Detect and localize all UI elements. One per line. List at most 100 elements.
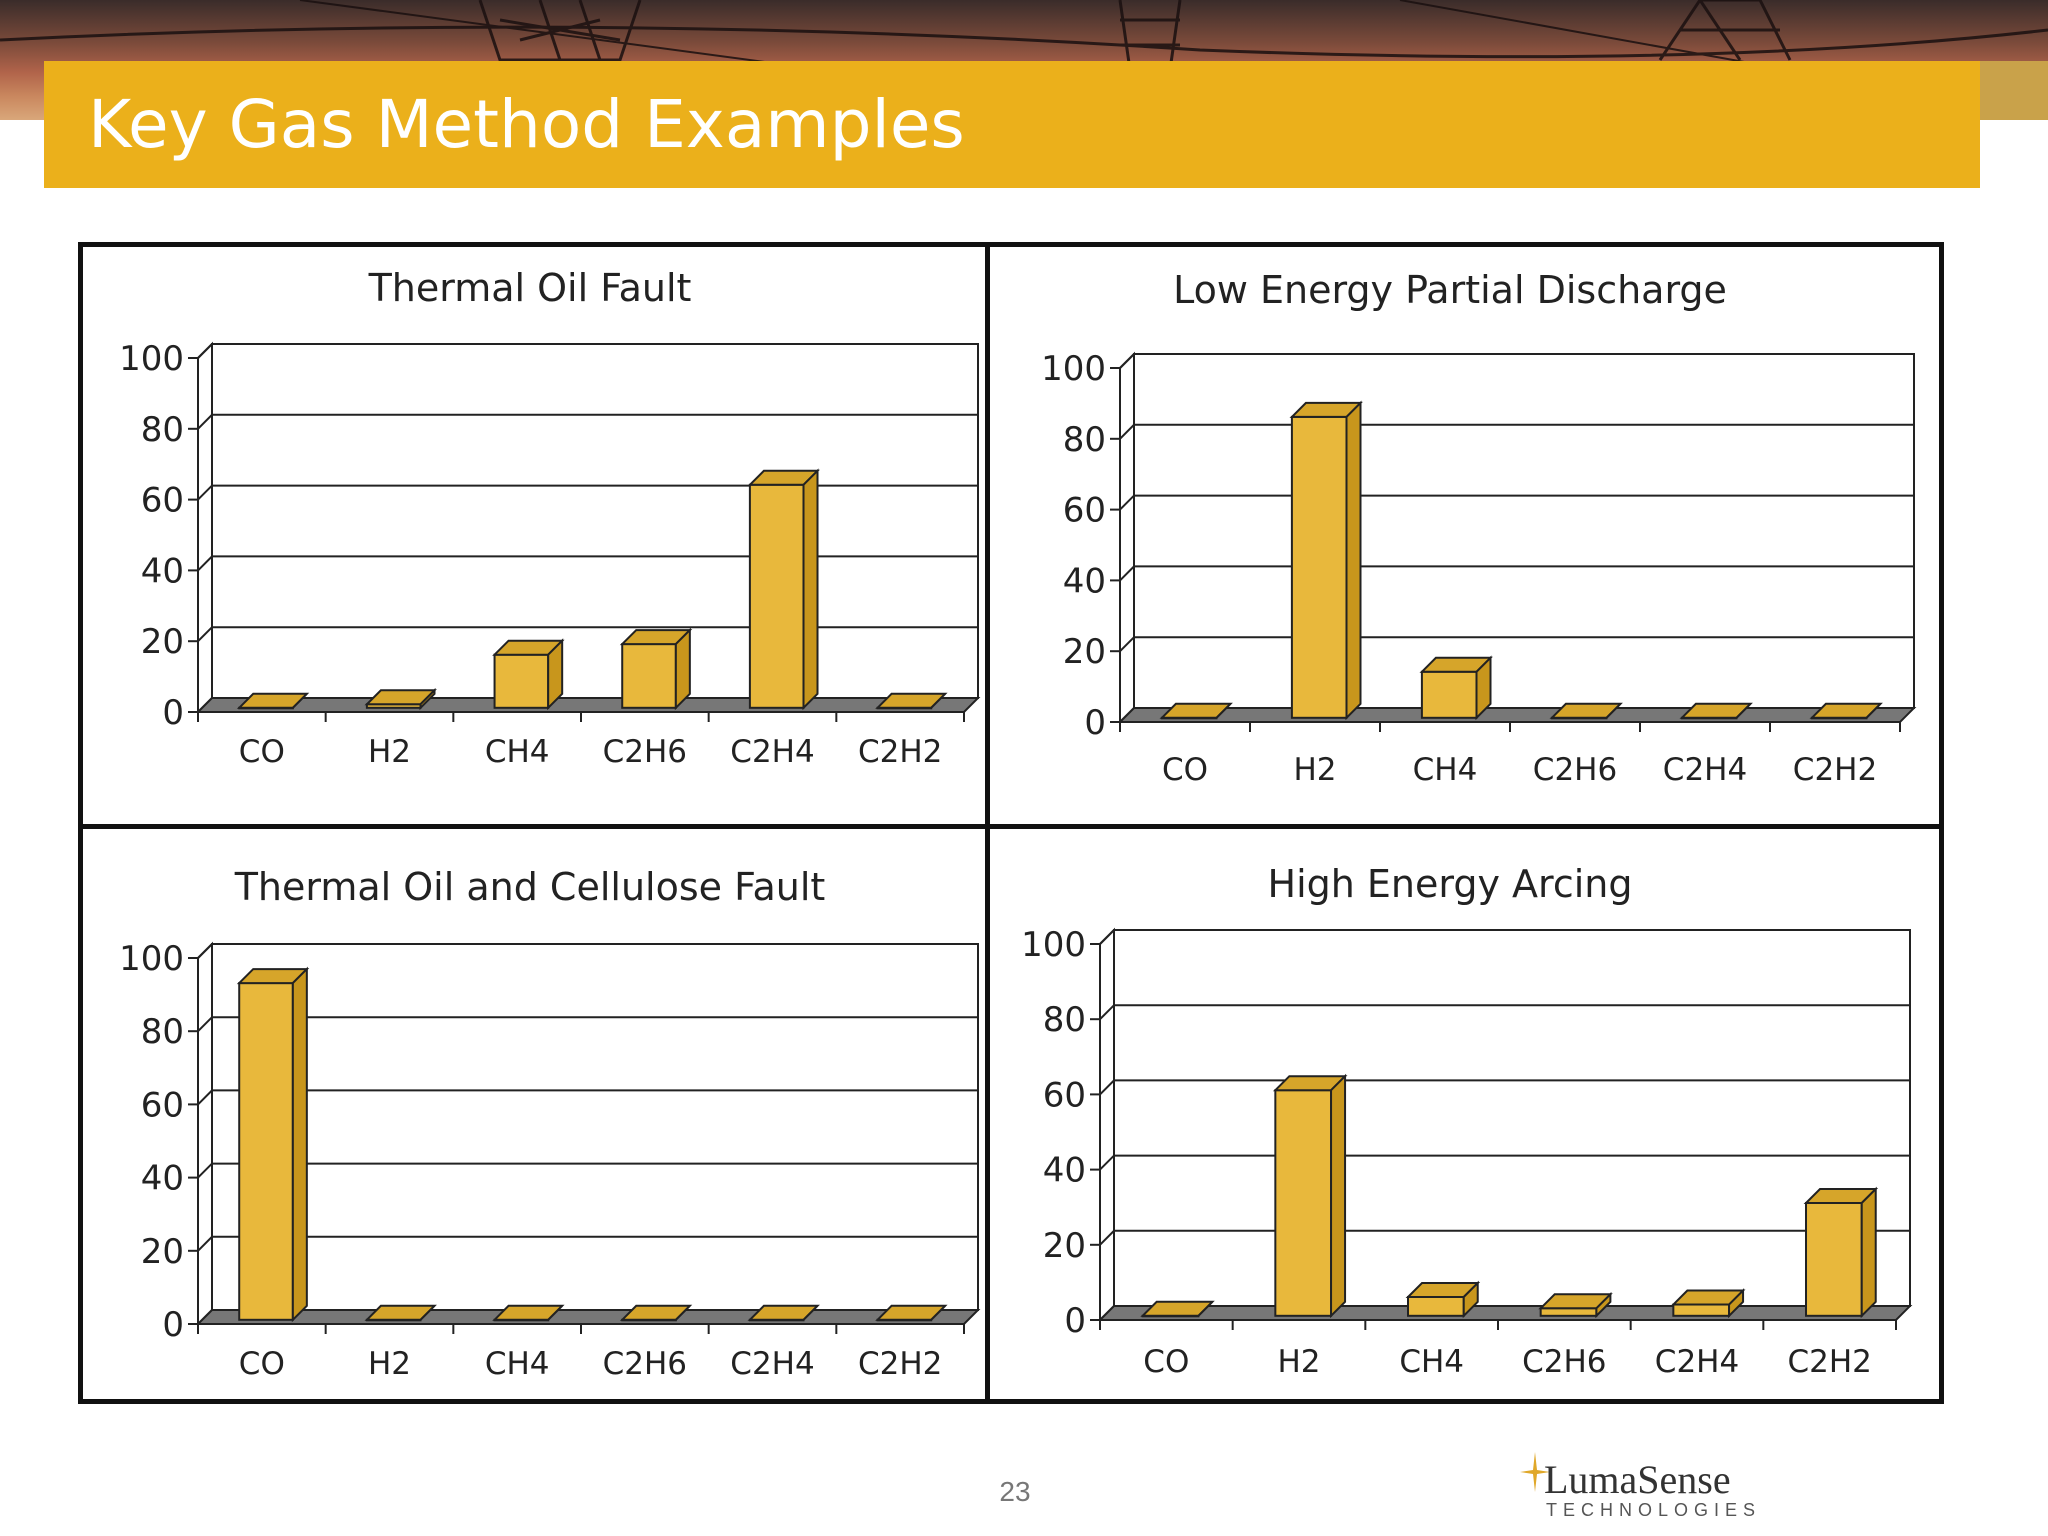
y-tick-label: 100 [1021, 925, 1086, 965]
bar-side [1475, 655, 1492, 721]
x-tick-label: H2 [1277, 1344, 1320, 1380]
plot-floor [1117, 707, 1917, 723]
plot-back-wall [1113, 929, 1911, 1307]
logo-star-icon [1520, 1452, 1550, 1492]
y-tick-label: 40 [141, 551, 184, 591]
bar-ch4 [1405, 1280, 1481, 1319]
bar-c2h2 [1809, 702, 1883, 720]
y-tick-label: 0 [1064, 1301, 1086, 1341]
gridline [197, 626, 978, 642]
bar-face [1672, 1303, 1731, 1317]
y-tick-label: 40 [1043, 1151, 1086, 1191]
x-tick-label: C2H6 [603, 734, 687, 770]
bar-side [675, 1305, 691, 1321]
bar-chart-high-energy-arcing: 0 20 40 60 80 100 CO H2 CH4 C2H6 C2H4 C2H2 [1021, 925, 1913, 1380]
bar-side [291, 966, 308, 1323]
gridline [197, 1089, 978, 1106]
bar-face [621, 643, 677, 709]
bar-ch4 [1419, 655, 1493, 721]
gridline [1119, 423, 1914, 440]
bar-c2h4 [1670, 1288, 1746, 1319]
gridline [197, 1016, 978, 1032]
bar-side [930, 693, 946, 709]
x-tick-label: C2H4 [730, 734, 814, 770]
bar-side [1215, 703, 1232, 719]
bar-face [1805, 1202, 1863, 1317]
bar-side [547, 1305, 563, 1321]
x-tick-label: CO [239, 734, 285, 770]
gridline [1099, 929, 1910, 945]
y-tick-label: 20 [1043, 1226, 1086, 1266]
y-tick-label: 20 [141, 1232, 184, 1272]
plot-side-wall [1119, 351, 1135, 725]
y-tick-label: 80 [141, 1012, 184, 1052]
bar-side [419, 1305, 436, 1321]
x-tick-label: CH4 [485, 1346, 550, 1382]
plot-side-wall [197, 941, 213, 1327]
bar-side [1197, 1301, 1214, 1317]
bar-side [292, 693, 308, 709]
gridline [1119, 494, 1914, 511]
bar-c2h2 [1803, 1186, 1879, 1319]
plot-floor [195, 1309, 981, 1325]
x-tick-label: C2H4 [730, 1346, 814, 1382]
plot-side-wall [1099, 927, 1115, 1323]
y-tick-label: 20 [1063, 632, 1106, 672]
x-tick-label: CO [1143, 1344, 1189, 1380]
bar-h2 [1289, 400, 1363, 721]
bar-side [802, 1305, 819, 1321]
bar-co [236, 966, 310, 1323]
bar-h2 [364, 1304, 437, 1322]
slide-title: Key Gas Method Examples [88, 86, 965, 163]
y-tick-label: 60 [1043, 1075, 1086, 1115]
x-tick-label: H2 [368, 734, 411, 770]
bar-face [493, 653, 550, 709]
bar-c2h4 [1679, 702, 1753, 720]
gridline [197, 555, 978, 572]
bar-face [748, 483, 805, 709]
bar-side [1860, 1186, 1877, 1319]
bar-side [802, 468, 819, 711]
x-tick-label: H2 [1293, 752, 1336, 788]
plot-back-wall [1133, 353, 1915, 709]
bar-c2h6 [1538, 1291, 1613, 1319]
bar-side [1345, 400, 1362, 721]
x-tick-label: H2 [368, 1346, 411, 1382]
y-tick-label: 40 [141, 1159, 184, 1199]
gridline [197, 343, 978, 359]
bar-co [1159, 702, 1233, 720]
bar-co [1140, 1300, 1215, 1318]
bar-face [1407, 1296, 1465, 1317]
bar-side [1735, 703, 1752, 719]
gridline [1099, 1229, 1910, 1246]
bar-chart-thermal-oil-fault: 0 20 40 60 80 100 CO H2 CH4 C2H6 C2H4 C2H2 [119, 339, 981, 770]
y-tick-label: 80 [1043, 1000, 1086, 1040]
bar-side [930, 1305, 946, 1321]
y-tick-label: 0 [162, 693, 184, 733]
bar-side [419, 687, 436, 711]
bar-h2 [1272, 1073, 1348, 1319]
bar-chart-thermal-oil-cellulose-fault: 0 20 40 60 80 100 CO H2 CH4 C2H6 C2H4 C2H2 [119, 939, 981, 1382]
plot-back-wall [211, 343, 979, 699]
bar-c2h4 [747, 468, 820, 711]
bar-face [238, 982, 294, 1321]
y-tick-label: 80 [141, 410, 184, 450]
frame-divider-horizontal [78, 824, 1944, 829]
y-tick-label: 80 [1063, 420, 1106, 460]
chart-title: Low Energy Partial Discharge [1173, 268, 1727, 312]
gridline [197, 1235, 978, 1252]
page-number: 23 [999, 1476, 1031, 1507]
plot-side-wall [197, 341, 213, 715]
x-tick-label: C2H4 [1663, 752, 1747, 788]
x-tick-label: CO [1162, 752, 1208, 788]
title-bar-corner [1980, 61, 2048, 120]
bar-face [1420, 670, 1478, 719]
x-tick-label: CO [239, 1346, 285, 1382]
y-tick-label: 60 [141, 1085, 184, 1125]
bar-side [1865, 703, 1882, 719]
y-tick-label: 100 [119, 939, 184, 979]
x-tick-label: C2H4 [1655, 1344, 1739, 1380]
gridline [197, 943, 978, 959]
y-tick-label: 0 [1084, 703, 1106, 743]
y-tick-label: 0 [162, 1305, 184, 1345]
